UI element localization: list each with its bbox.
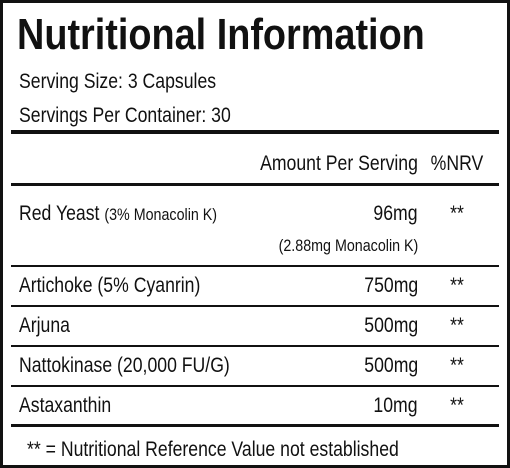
amount-detail: (2.88mg Monacolin K) <box>278 236 418 255</box>
rule <box>11 130 499 134</box>
ingredient-name: Astaxanthin <box>19 394 112 417</box>
rule <box>11 305 499 307</box>
ingredient-detail: (3% Monacolin K) <box>104 205 218 224</box>
rule <box>11 345 499 347</box>
amount: 500mg <box>364 314 418 337</box>
amount: 96mg <box>373 202 418 225</box>
nrv: ** <box>450 274 464 297</box>
column-header: Amount Per Serving <box>260 152 418 175</box>
rule <box>11 424 499 427</box>
ingredient-name: Nattokinase (20,000 FU/G) <box>19 354 230 377</box>
amount: 500mg <box>364 354 418 377</box>
amount: 10mg <box>373 394 418 417</box>
ingredient-name: Artichoke (5% Cyanrin) <box>19 274 201 297</box>
nrv: ** <box>450 354 464 377</box>
ingredient-name: Red Yeast (3% Monacolin K) <box>19 202 218 225</box>
column-header: %NRV <box>430 152 484 175</box>
rule <box>11 265 499 267</box>
nrv: ** <box>450 314 464 337</box>
nrv: ** <box>450 202 464 225</box>
amount: 750mg <box>364 274 418 297</box>
serving-size: Serving Size: 3 Capsules <box>19 70 217 93</box>
rule <box>11 183 499 186</box>
footnote: ** = Nutritional Reference Value not est… <box>27 438 399 461</box>
title: Nutritional Information <box>17 10 425 59</box>
nrv: ** <box>450 394 464 417</box>
ingredient-name: Arjuna <box>19 314 70 337</box>
servings-per-container: Servings Per Container: 30 <box>19 104 231 127</box>
rule <box>11 385 499 387</box>
